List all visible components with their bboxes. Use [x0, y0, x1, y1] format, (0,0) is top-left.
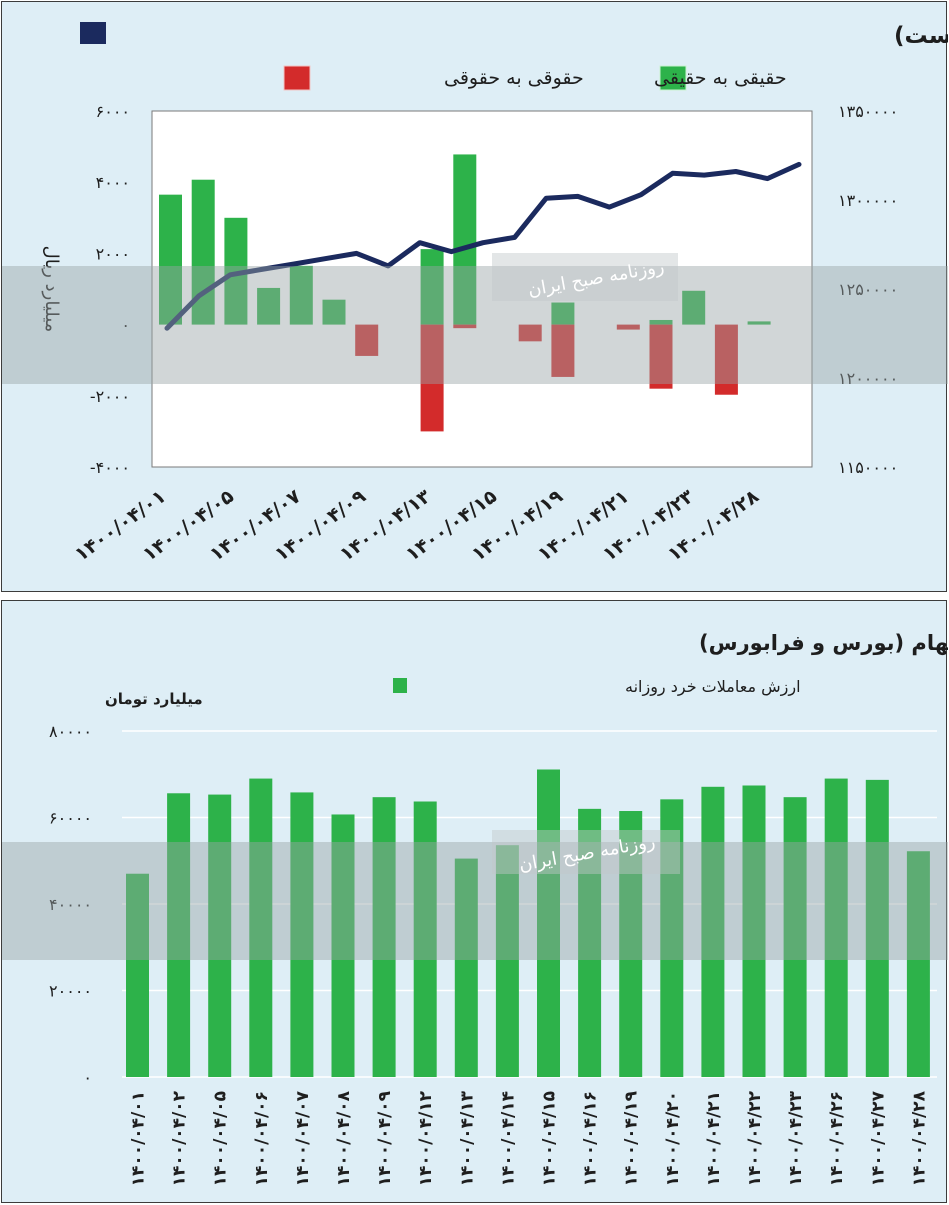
bar-real-to-real — [649, 319, 673, 325]
bar-daily-value — [906, 851, 930, 1077]
chart-title: روند دادوستد سهام (بورس و فرابورس) — [699, 631, 948, 655]
legend-label-legal: حقوقی به حقوقی — [444, 67, 584, 89]
y-tick-label: ۲۰۰۰۰ — [49, 982, 92, 1001]
y-tick-label: ۰ — [121, 316, 130, 335]
bar-real-to-real — [453, 154, 477, 325]
y2-tick-label: ۱۳۰۰۰۰۰ — [838, 191, 898, 210]
trading-value-chart-panel: روند دادوستد سهام (بورس و فرابورس) ارزش م… — [1, 600, 948, 1203]
bar-legal-to-legal — [355, 324, 379, 356]
y2-tick-label: ۱۱۵۰۰۰۰ — [838, 458, 898, 477]
y-tick-label: -۲۰۰۰ — [90, 387, 130, 406]
x-tick-label: ۱۴۰۰/۰۴/۱۵ — [540, 1091, 560, 1186]
y-axis-label: میلیارد ریال — [41, 246, 62, 333]
watermark-box — [492, 830, 680, 874]
y-tick-label: ۲۰۰۰ — [96, 244, 130, 263]
bar-daily-value — [331, 814, 355, 1077]
watermark-box — [492, 253, 678, 301]
x-tick-label: ۱۴۰۰/۰۴/۰۶ — [252, 1091, 272, 1186]
x-tick-label: ۱۴۰۰/۰۴/۰۹ — [375, 1090, 395, 1186]
series-line-index — [164, 161, 802, 331]
y-tick-label: -۴۰۰۰ — [90, 458, 130, 477]
y-tick-label: ۶۰۰۰۰ — [49, 809, 92, 828]
x-tick-label: ۱۴۰۰/۰۴/۰۷ — [293, 1090, 313, 1186]
bar-daily-value — [783, 797, 807, 1077]
y-tick-label: ۴۰۰۰ — [96, 173, 130, 192]
bar-legal-to-legal — [616, 324, 640, 330]
ownership-change-chart: تغییر مالکیت میان سهامداران (محور چپ) و … — [2, 22, 948, 566]
bar-daily-value — [865, 779, 889, 1077]
y-tick-label: ۸۰۰۰۰ — [49, 722, 92, 741]
bar-daily-value — [290, 792, 314, 1077]
x-tick-label: ۱۴۰۰/۰۴/۲۰ — [663, 1091, 683, 1186]
legend-label-value: ارزش معاملات خرد روزانه — [625, 677, 801, 697]
x-tick-label: ۱۴۰۰/۰۴/۲۸ — [909, 1090, 929, 1186]
bar-daily-value — [537, 769, 560, 1077]
bar-legal-to-legal — [714, 324, 738, 395]
bar-legal-to-legal — [453, 324, 477, 329]
bar-real-to-real — [224, 217, 248, 325]
x-tick-label: ۱۴۰۰/۰۴/۱۲ — [416, 1090, 436, 1186]
watermark-band — [2, 266, 948, 384]
watermark-band — [2, 842, 948, 960]
bar-daily-value — [167, 793, 191, 1077]
x-tick-label: ۱۴۰۰/۰۴/۲۷ — [868, 1090, 888, 1186]
bar-daily-value — [249, 778, 273, 1077]
y-tick-label: ۶۰۰۰ — [96, 102, 130, 121]
bar-legal-to-legal — [649, 324, 673, 389]
bar-daily-value — [208, 794, 232, 1077]
legend-swatch-value — [393, 678, 407, 693]
bar-real-to-real — [551, 302, 575, 325]
bar-real-to-real — [159, 194, 182, 325]
x-tick-label: ۱۴۰۰/۰۴/۰۲ — [170, 1090, 190, 1186]
ownership-change-chart-panel: تغییر مالکیت میان سهامداران (محور چپ) و … — [1, 1, 948, 592]
bar-real-to-real — [257, 287, 281, 325]
y2-tick-label: ۱۲۰۰۰۰۰ — [838, 369, 898, 388]
bar-daily-value — [454, 858, 478, 1077]
x-tick-label: ۱۴۰۰/۰۴/۲۶ — [827, 1091, 847, 1186]
legend-swatch-legal — [283, 65, 311, 91]
legend-swatch-index — [80, 22, 106, 44]
bar-daily-value — [824, 778, 848, 1077]
bar-daily-value — [372, 797, 396, 1077]
legend-swatch-real — [659, 65, 687, 91]
trading-value-chart: روند دادوستد سهام (بورس و فرابورس) ارزش م… — [2, 631, 948, 1186]
x-tick-label: ۱۴۰۰/۰۴/۲۲ — [745, 1090, 765, 1186]
bar-daily-value — [619, 811, 643, 1077]
bar-real-to-real — [682, 290, 706, 325]
y2-tick-label: ۱۳۵۰۰۰۰ — [838, 102, 898, 121]
bar-daily-value — [495, 845, 519, 1077]
x-tick-label: ۱۴۰۰/۰۴/۰۱ — [129, 1091, 149, 1186]
x-tick-label: ۱۴۰۰/۰۴/۲۱ — [704, 1091, 724, 1186]
y-tick-label: ۴۰۰۰۰ — [49, 895, 92, 914]
x-tick-label: ۱۴۰۰/۰۴/۰۵ — [211, 1091, 231, 1186]
bar-daily-value — [742, 785, 766, 1077]
bar-daily-value — [660, 799, 684, 1077]
y2-tick-label: ۱۲۵۰۰۰۰ — [838, 280, 898, 299]
bar-legal-to-legal — [518, 324, 542, 342]
bar-daily-value — [126, 873, 149, 1077]
x-tick-label: ۱۴۰۰/۰۴/۱۴ — [498, 1091, 518, 1186]
bar-daily-value — [578, 808, 602, 1077]
x-tick-label: ۱۴۰۰/۰۴/۱۶ — [581, 1091, 601, 1186]
bar-real-to-real — [420, 249, 444, 325]
y-axis-label: میلیارد تومان — [105, 690, 203, 708]
bar-real-to-real — [322, 299, 346, 325]
bar-real-to-real — [289, 265, 313, 325]
x-tick-label: ۱۴۰۰/۰۴/۱۳ — [457, 1090, 477, 1186]
bar-legal-to-legal — [420, 324, 444, 432]
legend-label-real: حقیقی به حقیقی — [654, 67, 787, 89]
chart-title: تغییر مالکیت میان سهامداران (محور چپ) و … — [894, 23, 948, 49]
x-tick-label: ۱۴۰۰/۰۴/۲۳ — [786, 1090, 806, 1186]
bar-real-to-real — [747, 321, 771, 325]
bar-legal-to-legal — [551, 324, 575, 377]
x-tick-label: ۱۴۰۰/۰۴/۰۸ — [334, 1090, 354, 1186]
bar-daily-value — [701, 786, 725, 1077]
bar-daily-value — [413, 801, 437, 1077]
y-tick-label: ۰ — [83, 1068, 92, 1087]
x-tick-label: ۱۴۰۰/۰۴/۱۹ — [622, 1090, 642, 1186]
